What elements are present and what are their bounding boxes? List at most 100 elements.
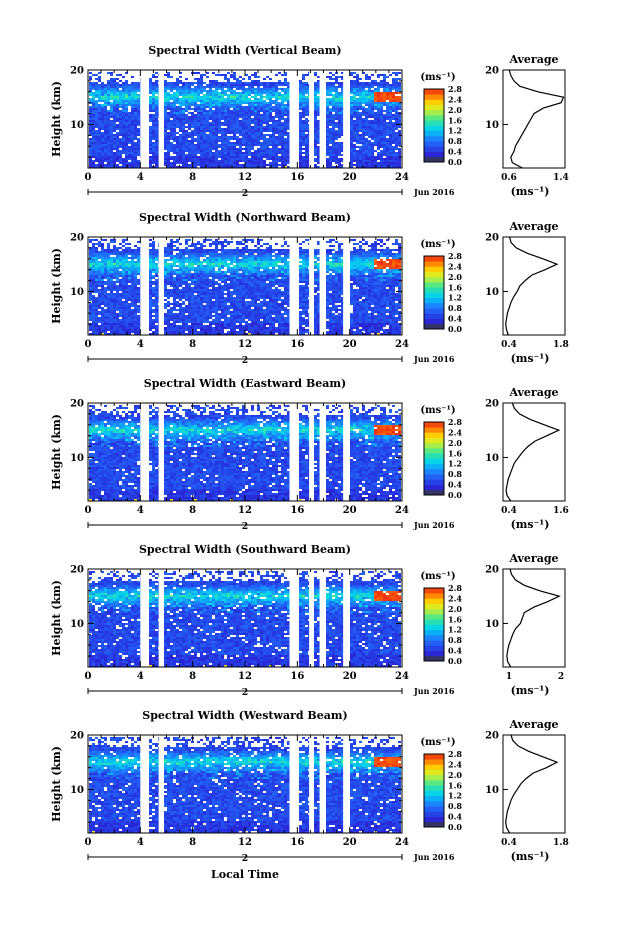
heatmap-cell xyxy=(116,126,119,128)
heatmap-cell xyxy=(200,132,203,134)
heatmap-cell xyxy=(149,108,152,110)
heatmap-cell xyxy=(122,82,125,84)
heatmap-cell xyxy=(149,146,152,148)
heatmap-cell xyxy=(170,162,173,164)
heatmap-cell xyxy=(191,98,194,100)
heatmap-cell xyxy=(191,104,194,106)
heatmap-cell xyxy=(101,148,104,150)
heatmap-cell xyxy=(155,136,158,138)
heatmap-cell xyxy=(149,104,152,106)
heatmap-cell xyxy=(107,102,110,104)
heatmap-cell xyxy=(185,164,188,166)
heatmap-cell xyxy=(176,124,179,126)
heatmap-cell xyxy=(113,144,116,146)
heatmap-cell xyxy=(95,106,98,108)
heatmap-cell xyxy=(164,126,167,128)
heatmap-cell xyxy=(137,164,140,166)
heatmap-cell xyxy=(122,76,125,78)
heatmap-cell xyxy=(188,92,191,94)
heatmap-cell xyxy=(119,154,122,156)
heatmap-cell xyxy=(104,94,107,96)
heatmap-cell xyxy=(170,116,173,118)
heatmap-cell xyxy=(191,100,194,102)
heatmap-cell xyxy=(200,88,203,90)
heatmap-cell xyxy=(206,100,209,102)
heatmap-cell xyxy=(149,92,152,94)
heatmap-cell xyxy=(113,86,116,88)
heatmap-cell xyxy=(110,94,113,96)
heatmap-cell xyxy=(107,86,110,88)
heatmap-cell xyxy=(212,84,215,86)
heatmap-cell xyxy=(209,146,212,148)
heatmap-cell xyxy=(173,164,176,166)
heatmap-cell xyxy=(176,120,179,122)
heatmap-cell xyxy=(110,124,113,126)
heatmap-cell xyxy=(209,148,212,150)
heatmap-cell xyxy=(197,156,200,158)
heatmap-cell xyxy=(206,98,209,100)
heatmap-cell xyxy=(134,152,137,154)
heatmap-cell xyxy=(197,90,200,92)
heatmap-cell xyxy=(176,156,179,158)
heatmap-cell xyxy=(110,128,113,130)
heatmap-cell xyxy=(113,148,116,150)
heatmap-cell xyxy=(197,140,200,142)
heatmap-cell xyxy=(95,134,98,136)
heatmap-cell xyxy=(89,158,92,160)
heatmap-cell xyxy=(182,140,185,142)
heatmap-cell xyxy=(101,112,104,114)
heatmap-cell xyxy=(110,80,113,82)
heatmap-cell xyxy=(92,110,95,112)
heatmap-cell xyxy=(152,162,155,164)
heatmap-cell xyxy=(167,88,170,90)
heatmap-cell xyxy=(116,120,119,122)
heatmap-cell xyxy=(104,126,107,128)
heatmap-cell xyxy=(137,160,140,162)
heatmap-cell xyxy=(200,150,203,152)
heatmap-cell xyxy=(125,80,128,82)
heatmap-cell xyxy=(209,86,212,88)
heatmap-cell xyxy=(176,160,179,162)
heatmap-cell xyxy=(206,160,209,162)
heatmap-cell xyxy=(203,74,206,76)
heatmap-cell xyxy=(209,128,212,130)
heatmap-cell xyxy=(92,128,95,130)
heatmap-cell xyxy=(152,92,155,94)
heatmap-cell xyxy=(167,100,170,102)
heatmap-cell xyxy=(200,104,203,106)
heatmap-cell xyxy=(176,82,179,84)
heatmap-cell xyxy=(98,156,101,158)
heatmap-cell xyxy=(188,148,191,150)
heatmap-cell xyxy=(179,162,182,164)
heatmap-cell xyxy=(119,100,122,102)
heatmap-cell xyxy=(185,154,188,156)
heatmap-cell xyxy=(101,100,104,102)
heatmap-cell xyxy=(119,106,122,108)
heatmap-cell xyxy=(209,144,212,146)
heatmap-cell xyxy=(131,88,134,90)
heatmap-cell xyxy=(122,122,125,124)
heatmap-cell xyxy=(119,102,122,104)
heatmap-cell xyxy=(167,150,170,152)
heatmap-cell xyxy=(188,96,191,98)
heatmap-cell xyxy=(113,88,116,90)
heatmap-cell xyxy=(149,158,152,160)
heatmap-cell xyxy=(155,90,158,92)
heatmap-cell xyxy=(125,134,128,136)
heatmap-cell xyxy=(104,90,107,92)
heatmap-cell xyxy=(149,86,152,88)
heatmap-cell xyxy=(98,112,101,114)
heatmap-cell xyxy=(101,158,104,160)
heatmap-cell xyxy=(125,98,128,100)
heatmap-cell xyxy=(98,152,101,154)
heatmap-cell xyxy=(173,100,176,102)
heatmap-cell xyxy=(182,122,185,124)
heatmap-cell xyxy=(170,82,173,84)
heatmap-cell xyxy=(110,164,113,166)
heatmap-cell xyxy=(101,108,104,110)
heatmap-cell xyxy=(164,108,167,110)
heatmap-cell xyxy=(149,88,152,90)
heatmap-cell xyxy=(197,80,200,82)
heatmap-cell xyxy=(203,138,206,140)
heatmap-cell xyxy=(200,102,203,104)
